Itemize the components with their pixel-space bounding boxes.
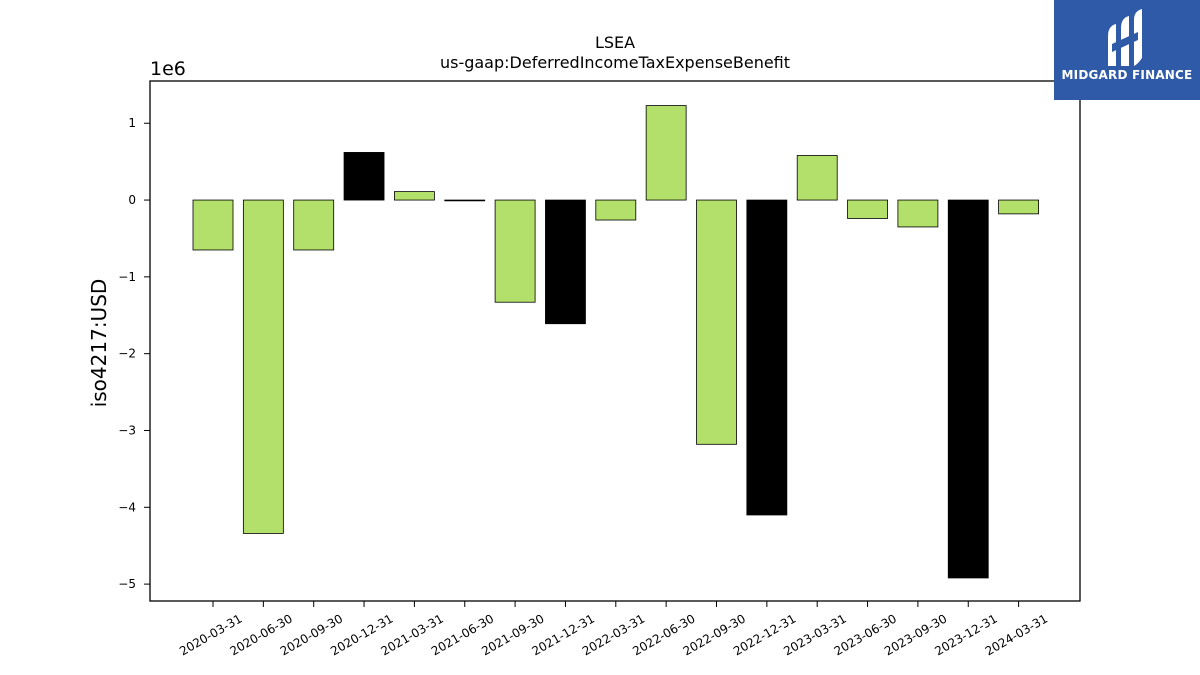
bar-2020-03-31	[192, 199, 234, 251]
y-tick-label: −4	[118, 500, 136, 514]
y-axis-label: iso4217:USD	[87, 279, 111, 408]
y-tick-label: −1	[118, 270, 136, 284]
bar-2020-06-30	[242, 199, 284, 534]
bar-2022-12-31	[746, 199, 788, 516]
bar-2022-03-31	[595, 199, 637, 221]
x-axis: 2020-03-312020-06-302020-09-302020-12-31…	[177, 601, 1050, 658]
plot-frame	[149, 80, 1081, 602]
bar-2021-09-30	[494, 199, 536, 303]
y-tick-label: −5	[118, 577, 136, 591]
bar-2020-09-30	[293, 199, 335, 251]
bar-2021-03-31	[393, 191, 435, 201]
y-scale-label: 1e6	[150, 58, 186, 80]
y-tick-label: 1	[128, 116, 136, 130]
bar-2023-06-30	[847, 199, 888, 219]
y-tick-label: 0	[128, 193, 136, 207]
y-tick-label: −2	[118, 347, 136, 361]
bar-2022-06-30	[645, 105, 687, 201]
bar-2020-12-31	[343, 152, 385, 201]
bar-2023-03-31	[796, 155, 838, 201]
bar-2022-09-30	[696, 199, 737, 445]
bars-group	[192, 105, 1039, 579]
bar-2023-09-30	[897, 199, 939, 228]
bar-2023-12-31	[947, 199, 989, 579]
chart-subtitle: us-gaap:DeferredIncomeTaxExpenseBenefit	[440, 53, 790, 72]
midgard-logo: MIDGARD FINANCE	[1054, 0, 1200, 100]
bar-2021-12-31	[545, 199, 586, 325]
y-axis: 1 0 −1 −2 −3 −4 −5	[118, 116, 150, 591]
chart-title: LSEA	[595, 33, 635, 52]
y-tick-label: −3	[118, 423, 136, 437]
midgard-logo-icon	[1108, 9, 1142, 66]
bar-2024-03-31	[998, 199, 1039, 215]
bar-2021-06-30	[444, 199, 486, 202]
logo-text: MIDGARD FINANCE	[1061, 68, 1193, 82]
